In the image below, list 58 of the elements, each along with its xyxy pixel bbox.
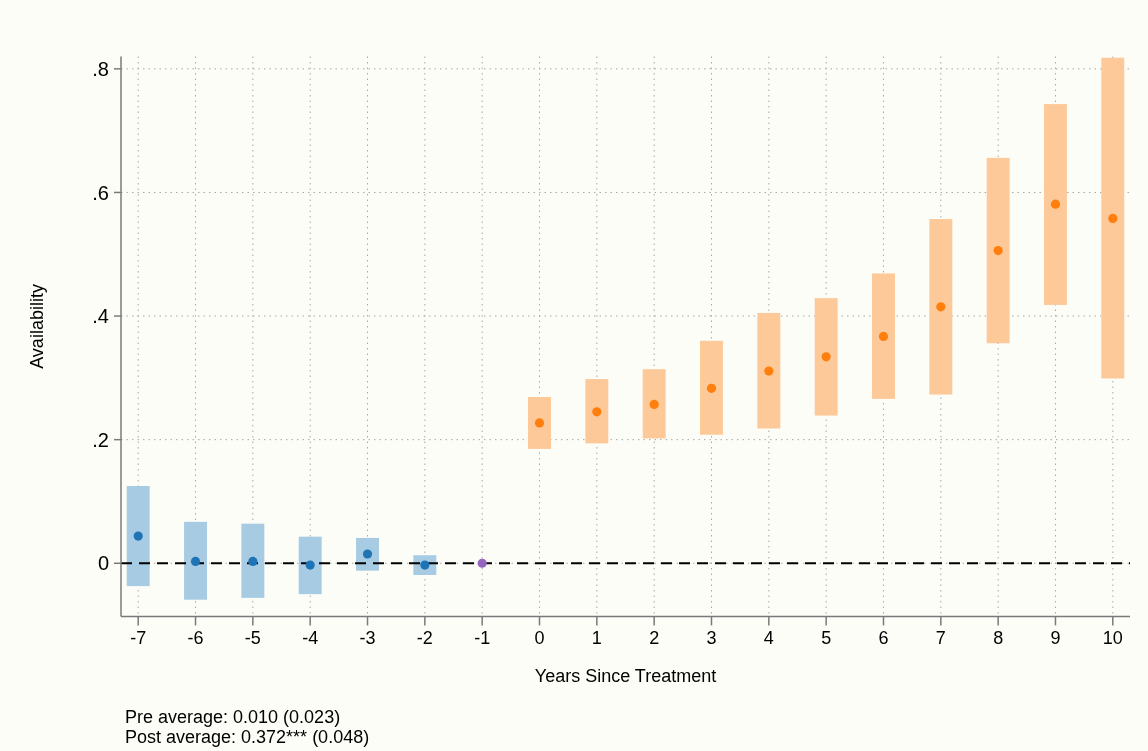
y-tick-label: .8 [92, 58, 109, 81]
bar [757, 312, 781, 429]
point [706, 383, 717, 393]
bar [585, 379, 609, 444]
x-tick-label: -3 [359, 628, 376, 649]
y-axis-title: Availability [27, 284, 48, 369]
point [534, 418, 545, 428]
bar [700, 340, 723, 435]
text: Pre average: 0.010 (0.023) [125, 707, 341, 727]
y-tick-label: .2 [92, 428, 109, 451]
point [305, 560, 315, 570]
point [133, 531, 143, 541]
x-tick-label: 8 [993, 628, 1004, 649]
point [477, 558, 487, 568]
text: Post average: 0.372*** (0.048) [125, 727, 370, 747]
bar [872, 273, 895, 399]
bar [929, 219, 953, 395]
point [878, 331, 889, 342]
point [1108, 213, 1118, 224]
x-tick-label: 4 [763, 628, 774, 649]
bar [528, 397, 551, 449]
point [592, 407, 602, 417]
x-tick-label: -6 [187, 628, 204, 649]
x-tick-label: -7 [130, 628, 147, 649]
x-axis-title: Years Since Treatment [534, 666, 717, 686]
x-tick-label: -5 [244, 628, 261, 649]
bar [814, 298, 838, 416]
bar [1044, 104, 1067, 305]
x-tick-label: 0 [534, 628, 545, 649]
x-tick-label: 1 [591, 628, 602, 649]
x-tick-label: 10 [1102, 628, 1123, 649]
x-tick-label: 7 [935, 628, 946, 649]
x-tick-label: 9 [1050, 628, 1061, 649]
point [1050, 199, 1061, 209]
bar [126, 486, 150, 587]
x-tick-label: -4 [302, 628, 319, 649]
point [936, 302, 946, 312]
x-tick-label: 3 [706, 628, 717, 649]
y-tick-label: 0 [97, 552, 109, 575]
x-tick-label: -1 [474, 628, 491, 649]
point [993, 245, 1003, 256]
point [649, 399, 659, 410]
y-tick-label: .4 [92, 305, 109, 328]
x-tick-label: 5 [821, 628, 832, 649]
point [190, 556, 201, 566]
x-tick-label: -2 [416, 628, 433, 649]
bar [184, 521, 207, 600]
x-tick-label: 6 [878, 628, 889, 649]
bar [642, 369, 666, 439]
point [248, 556, 258, 566]
y-tick-label: .6 [92, 181, 109, 204]
point [821, 352, 831, 362]
bar [1101, 57, 1125, 379]
x-tick-label: 2 [649, 628, 660, 649]
point [764, 366, 774, 376]
bar [298, 536, 322, 595]
bar [241, 523, 265, 598]
bar [986, 157, 1010, 344]
